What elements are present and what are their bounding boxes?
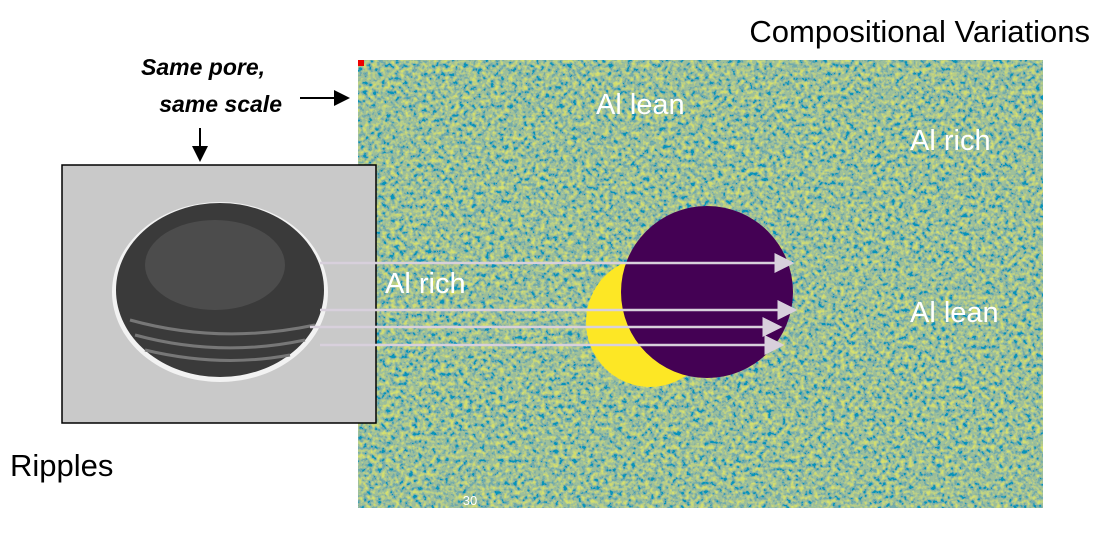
map-label: Al lean [910,297,999,329]
note-line: same scale [159,91,282,117]
note-line: Same pore, [141,54,265,80]
map-label: Al rich [385,268,466,300]
corner-pixel [358,60,364,66]
pore-shade [145,220,285,310]
figure: Compositional Variations Al lean Al rich… [0,0,1101,537]
sem-image [62,165,376,423]
composition-map: Al lean Al rich Al rich Al lean 30 [358,60,1043,511]
scale-bar-label: 30 [463,493,477,508]
ripples-label: Ripples [10,448,113,483]
al-lean-region [621,206,793,378]
map-label: Al rich [910,125,991,157]
title: Compositional Variations [749,14,1090,49]
map-label: Al lean [596,89,685,121]
